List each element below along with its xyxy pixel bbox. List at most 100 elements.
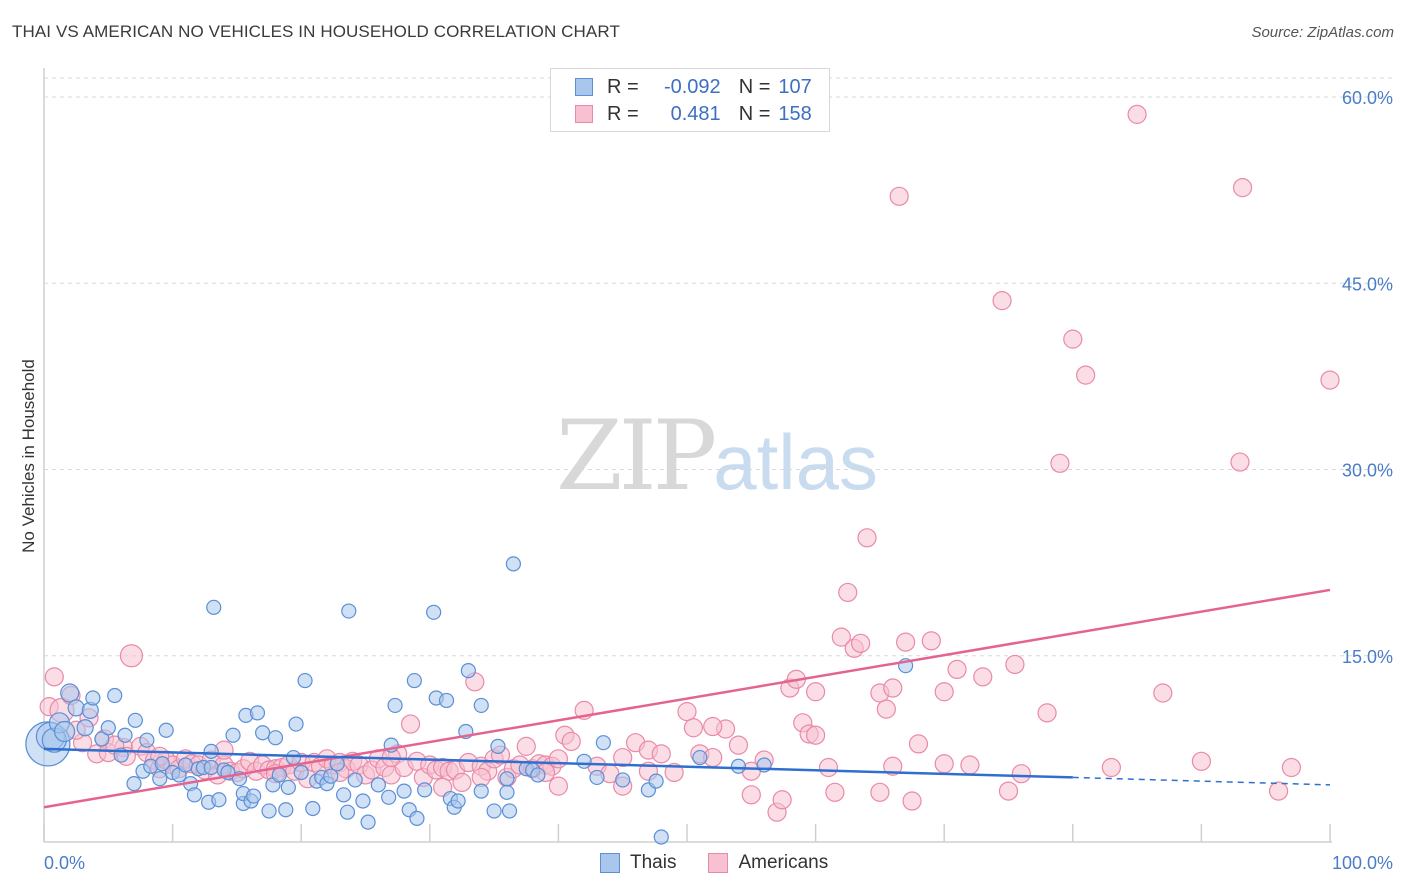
americans-r-value: 0.481 bbox=[670, 102, 721, 125]
americans-point bbox=[1037, 703, 1057, 723]
americans-swatch bbox=[575, 105, 593, 123]
thais-point bbox=[107, 687, 123, 704]
americans-point bbox=[857, 528, 877, 548]
americans-point bbox=[613, 747, 633, 768]
americans-point bbox=[921, 631, 941, 651]
thais-point bbox=[589, 769, 605, 786]
thais-point bbox=[473, 783, 489, 799]
watermark: ZIPatlas bbox=[556, 400, 878, 512]
thais-point bbox=[206, 599, 222, 615]
americans-point bbox=[1076, 365, 1096, 385]
americans-point bbox=[772, 790, 792, 810]
thais-point bbox=[409, 810, 425, 827]
americans-point bbox=[883, 756, 903, 776]
americans-point bbox=[1063, 329, 1083, 349]
americans-point bbox=[973, 667, 993, 687]
americans-point bbox=[44, 667, 64, 687]
thais-point bbox=[127, 712, 143, 728]
americans-point bbox=[818, 757, 839, 778]
thais-legend-label: Thais bbox=[630, 852, 677, 873]
thais-point bbox=[426, 604, 442, 620]
americans-point bbox=[851, 633, 871, 653]
thais-point bbox=[288, 716, 304, 732]
thais-swatch bbox=[575, 78, 593, 96]
y-tick-label: 30.0% bbox=[1342, 461, 1393, 481]
americans-point bbox=[1153, 683, 1173, 703]
legend-row-americans: R = 0.481 N = 158 bbox=[575, 101, 812, 127]
thais-r-label: R = bbox=[607, 75, 639, 98]
americans-legend-swatch bbox=[708, 853, 729, 873]
americans-point bbox=[992, 291, 1012, 311]
americans-point bbox=[741, 785, 761, 805]
chart-title: THAI VS AMERICAN NO VEHICLES IN HOUSEHOL… bbox=[12, 22, 620, 41]
americans-point bbox=[1050, 453, 1070, 473]
x-tick-label: 100.0% bbox=[1332, 853, 1393, 873]
thais-point bbox=[730, 758, 747, 774]
correlation-legend: R = -0.092 N = 107 R = 0.481 N = 158 bbox=[550, 68, 830, 132]
thais-point bbox=[505, 556, 521, 572]
thais-point bbox=[692, 749, 708, 766]
thais-point bbox=[293, 764, 309, 781]
thais-point bbox=[154, 756, 170, 772]
americans-point bbox=[896, 632, 916, 652]
thais-point bbox=[261, 803, 277, 819]
thais-point bbox=[460, 663, 476, 679]
thais-point bbox=[615, 772, 631, 788]
americans-point bbox=[703, 716, 723, 737]
americans-point bbox=[1230, 452, 1250, 472]
americans-point bbox=[883, 678, 903, 698]
thais-point bbox=[285, 749, 302, 766]
americans-n-label: N = bbox=[738, 102, 771, 125]
americans-point bbox=[1005, 654, 1025, 675]
americans-point bbox=[651, 744, 671, 764]
thais-point bbox=[297, 672, 313, 689]
thais-point bbox=[355, 793, 371, 809]
y-axis-label: No Vehicles in Household bbox=[19, 359, 38, 553]
thais-point bbox=[280, 779, 296, 795]
americans-point bbox=[119, 644, 144, 668]
thais-point bbox=[486, 803, 502, 819]
thais-legend-swatch bbox=[600, 853, 620, 873]
americans-trend-line bbox=[43, 588, 1331, 809]
americans-point bbox=[825, 782, 845, 802]
americans-point bbox=[831, 627, 851, 647]
thais-point bbox=[203, 759, 219, 776]
thais-point bbox=[186, 787, 203, 803]
thais-point bbox=[595, 735, 612, 751]
americans-point bbox=[889, 186, 909, 206]
thais-point bbox=[255, 725, 271, 741]
americans-point bbox=[934, 682, 954, 702]
thais-point bbox=[117, 727, 133, 743]
americans-point bbox=[1281, 757, 1302, 778]
americans-point bbox=[683, 718, 704, 738]
watermark-atlas: atlas bbox=[713, 418, 878, 506]
americans-point bbox=[908, 734, 929, 754]
y-tick-label: 15.0% bbox=[1342, 647, 1393, 667]
x-tick-label: 0.0% bbox=[44, 853, 85, 873]
thais-point bbox=[339, 804, 356, 820]
americans-point bbox=[876, 699, 896, 719]
thais-point bbox=[126, 776, 142, 792]
thais-point bbox=[501, 803, 518, 819]
thais-point bbox=[450, 793, 466, 809]
trend-lines bbox=[43, 588, 1331, 809]
thais-point bbox=[158, 722, 174, 738]
thais-trend-extension bbox=[1072, 776, 1331, 786]
y-tick-label: 60.0% bbox=[1342, 88, 1393, 108]
thais-point bbox=[336, 787, 352, 803]
thais-point bbox=[347, 772, 363, 788]
thais-point bbox=[100, 720, 116, 736]
thais-point bbox=[267, 730, 284, 746]
thais-point bbox=[60, 683, 80, 703]
americans-point bbox=[838, 582, 858, 603]
americans-point bbox=[947, 659, 967, 680]
americans-point bbox=[902, 791, 922, 811]
y-tick-label: 45.0% bbox=[1342, 274, 1393, 294]
thais-point bbox=[94, 731, 110, 747]
thais-point bbox=[53, 720, 76, 743]
watermark-zip: ZIP bbox=[556, 400, 717, 512]
thais-point bbox=[305, 800, 321, 817]
thais-point bbox=[387, 697, 403, 714]
thais-point bbox=[370, 777, 386, 793]
